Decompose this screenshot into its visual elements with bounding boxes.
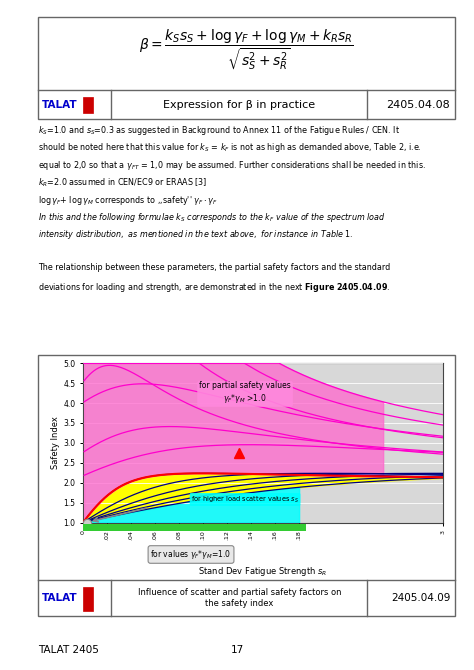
Bar: [83, 524, 306, 531]
Text: for higher load scatter values $s_S$: for higher load scatter values $s_S$: [191, 494, 299, 505]
Text: $k_S$=1.0 and $s_S$=0.3 as suggested in Background to Annex 11 of the Fatigue Ru: $k_S$=1.0 and $s_S$=0.3 as suggested in …: [38, 124, 400, 137]
Text: TALAT: TALAT: [42, 100, 77, 109]
Text: $k_R$=2.0 assumed in CEN/EC9 or ERAAS [3]: $k_R$=2.0 assumed in CEN/EC9 or ERAAS [3…: [38, 176, 207, 189]
Text: deviations for loading and strength, are demonstrated in the next $\mathbf{Figur: deviations for loading and strength, are…: [38, 281, 390, 293]
Text: $\mathit{In\ this\ and\ the\ following\ formulae\ k_S\ corresponds\ to\ the\ k_F: $\mathit{In\ this\ and\ the\ following\ …: [38, 211, 385, 224]
Text: TALAT 2405: TALAT 2405: [38, 645, 99, 655]
Text: The relationship between these parameters, the partial safety factors and the st: The relationship between these parameter…: [38, 263, 390, 272]
Bar: [83, 98, 93, 113]
X-axis label: Stand Dev Fatigue Strength $s_R$: Stand Dev Fatigue Strength $s_R$: [199, 565, 328, 578]
Bar: [83, 587, 93, 611]
Text: TALAT: TALAT: [42, 593, 77, 603]
Text: $\log\gamma_F$+ $\log\gamma_M$ corresponds to ,,safety'' $\gamma_F\cdot\gamma_F$: $\log\gamma_F$+ $\log\gamma_M$ correspon…: [38, 194, 218, 206]
Text: 2405.04.09: 2405.04.09: [391, 593, 450, 603]
Text: Influence of scatter and partial safety factors on
the safety index: Influence of scatter and partial safety …: [137, 588, 341, 608]
Text: should be noted here that this value for $k_S$ = $k_F$ is not as high as demande: should be noted here that this value for…: [38, 141, 421, 154]
Text: 2405.04.08: 2405.04.08: [387, 100, 450, 109]
Text: for partial safety values
$\gamma_F$*$\gamma_M$ >1.0: for partial safety values $\gamma_F$*$\g…: [199, 381, 291, 405]
Bar: [38, 17, 455, 119]
Y-axis label: Safety Index: Safety Index: [51, 417, 60, 469]
Text: $\beta = \dfrac{k_S s_S + \log \gamma_F + \log \gamma_M + k_R s_R}{\sqrt{s_S^2 +: $\beta = \dfrac{k_S s_S + \log \gamma_F …: [139, 28, 354, 72]
Text: for values $\gamma_F$*$\gamma$$_{M}$=1.0: for values $\gamma_F$*$\gamma$$_{M}$=1.0: [150, 548, 232, 561]
Text: $\mathit{intensity\ distribution,\ as\ mentioned\ in\ the\ text\ above,\ for\ in: $\mathit{intensity\ distribution,\ as\ m…: [38, 228, 354, 241]
Text: 17: 17: [230, 645, 244, 655]
Text: Expression for β in practice: Expression for β in practice: [164, 100, 315, 109]
Text: equal to 2,0 so that a $\gamma_{FT}$ = 1,0 may be assumed. Further consideration: equal to 2,0 so that a $\gamma_{FT}$ = 1…: [38, 159, 426, 172]
Bar: [38, 355, 455, 616]
